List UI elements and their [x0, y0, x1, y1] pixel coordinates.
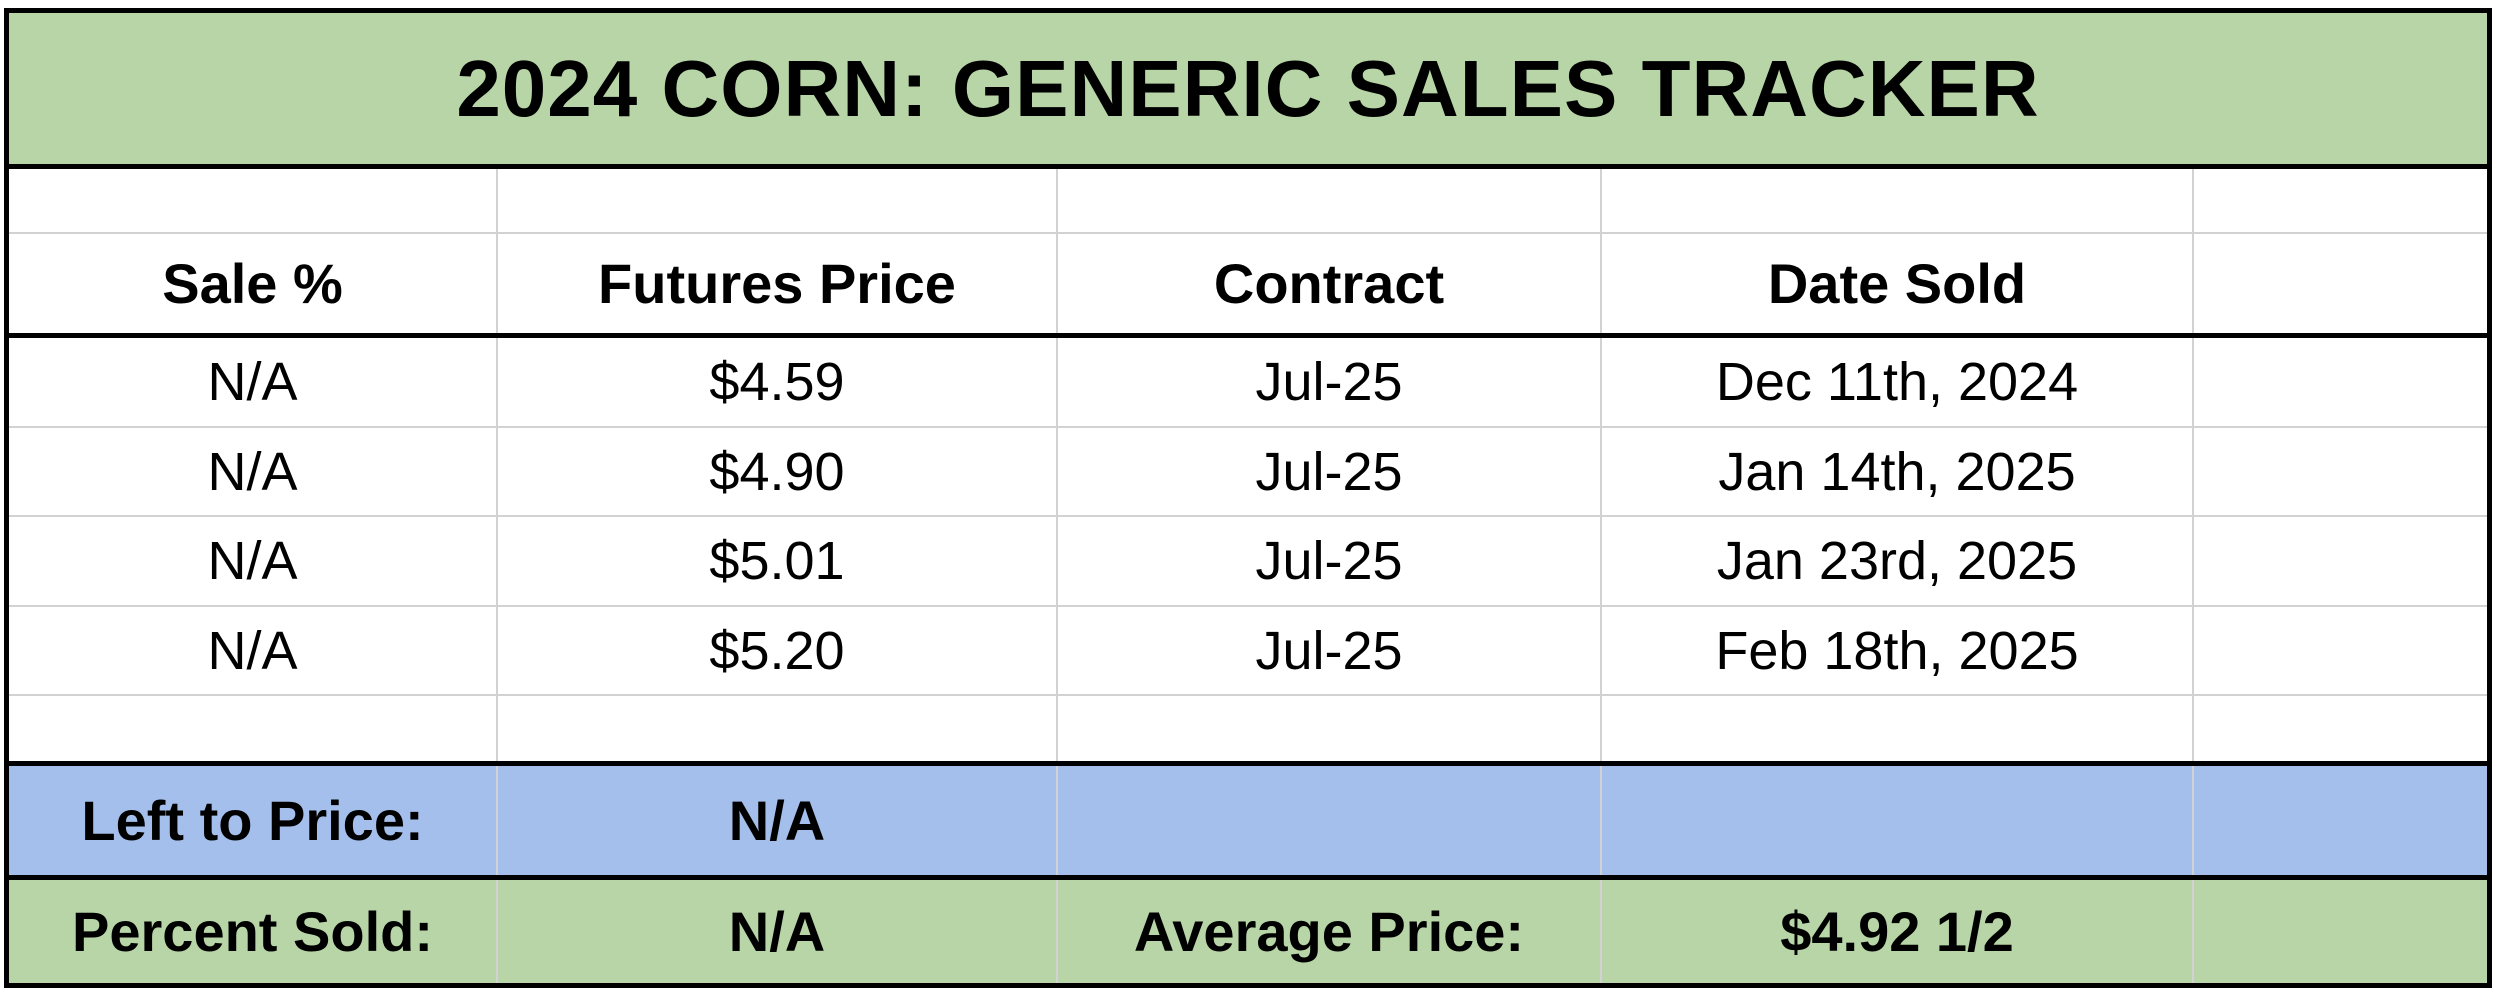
cell-sale-pct[interactable]: N/A	[9, 517, 498, 605]
header-date-sold[interactable]: Date Sold	[1602, 233, 2194, 334]
cell-futures-price[interactable]: $5.20	[498, 606, 1058, 695]
header-futures-price[interactable]: Futures Price	[498, 233, 1058, 334]
empty-cell[interactable]	[1602, 766, 2194, 875]
left-to-price-value-cell[interactable]: N/A	[498, 766, 1058, 875]
sale-row: N/A $5.20 Jul-25 Feb 18th, 2025	[9, 606, 2487, 697]
empty-cell[interactable]	[2194, 880, 2487, 983]
cell-contract[interactable]: Jul-25	[1058, 606, 1602, 695]
cell-date-sold[interactable]: Feb 18th, 2025	[1602, 606, 2194, 695]
empty-cell[interactable]	[9, 169, 498, 232]
cell-contract[interactable]: Jul-25	[1058, 338, 1602, 426]
empty-cell[interactable]	[1602, 696, 2194, 762]
left-to-price-row: Left to Price: N/A	[9, 766, 2487, 880]
empty-cell[interactable]	[1602, 169, 2194, 232]
empty-cell[interactable]	[2194, 517, 2487, 605]
empty-cell[interactable]	[2194, 338, 2487, 426]
empty-cell[interactable]	[1058, 169, 1602, 232]
empty-cell[interactable]	[1058, 766, 1602, 875]
header-sale-pct[interactable]: Sale %	[9, 233, 498, 334]
empty-cell[interactable]	[2194, 428, 2487, 516]
percent-sold-row: Percent Sold: N/A Average Price: $4.92 1…	[9, 879, 2487, 983]
percent-sold-value-cell[interactable]: N/A	[498, 879, 1058, 983]
empty-cell[interactable]	[2194, 607, 2487, 695]
spacer-row-top	[9, 169, 2487, 234]
cell-date-sold[interactable]: Dec 11th, 2024	[1602, 338, 2194, 426]
sale-row: N/A $4.59 Jul-25 Dec 11th, 2024	[9, 338, 2487, 428]
cell-futures-price[interactable]: $4.59	[498, 338, 1058, 426]
percent-sold-label-cell[interactable]: Percent Sold:	[9, 879, 498, 983]
header-contract[interactable]: Contract	[1058, 233, 1602, 334]
cell-contract[interactable]: Jul-25	[1058, 517, 1602, 605]
header-empty[interactable]	[2194, 234, 2487, 333]
average-price-label-cell[interactable]: Average Price:	[1058, 879, 1602, 983]
cell-sale-pct[interactable]: N/A	[9, 606, 498, 695]
cell-date-sold[interactable]: Jan 14th, 2025	[1602, 427, 2194, 516]
sale-row: N/A $5.01 Jul-25 Jan 23rd, 2025	[9, 517, 2487, 607]
header-row: Sale % Futures Price Contract Date Sold	[9, 233, 2487, 339]
cell-sale-pct[interactable]: N/A	[9, 427, 498, 516]
average-price-value-cell[interactable]: $4.92 1/2	[1602, 879, 2194, 983]
cell-futures-price[interactable]: $4.90	[498, 427, 1058, 516]
empty-cell[interactable]	[498, 169, 1058, 232]
empty-cell[interactable]	[2194, 766, 2487, 874]
spacer-row-bottom	[9, 696, 2487, 767]
cell-date-sold[interactable]: Jan 23rd, 2025	[1602, 517, 2194, 605]
sale-row: N/A $4.90 Jul-25 Jan 14th, 2025	[9, 427, 2487, 518]
empty-cell[interactable]	[1058, 696, 1602, 762]
left-to-price-label-cell[interactable]: Left to Price:	[9, 766, 498, 875]
cell-sale-pct[interactable]: N/A	[9, 338, 498, 426]
empty-cell[interactable]	[2194, 696, 2487, 761]
page-title: 2024 CORN: GENERIC SALES TRACKER	[456, 43, 2040, 133]
empty-cell[interactable]	[498, 696, 1058, 762]
empty-cell[interactable]	[2194, 169, 2487, 232]
cell-contract[interactable]: Jul-25	[1058, 427, 1602, 516]
empty-cell[interactable]	[9, 696, 498, 762]
sales-tracker-table: 2024 CORN: GENERIC SALES TRACKER Sale % …	[4, 8, 2492, 988]
cell-futures-price[interactable]: $5.01	[498, 517, 1058, 605]
title-banner-cell[interactable]: 2024 CORN: GENERIC SALES TRACKER	[9, 13, 2487, 170]
